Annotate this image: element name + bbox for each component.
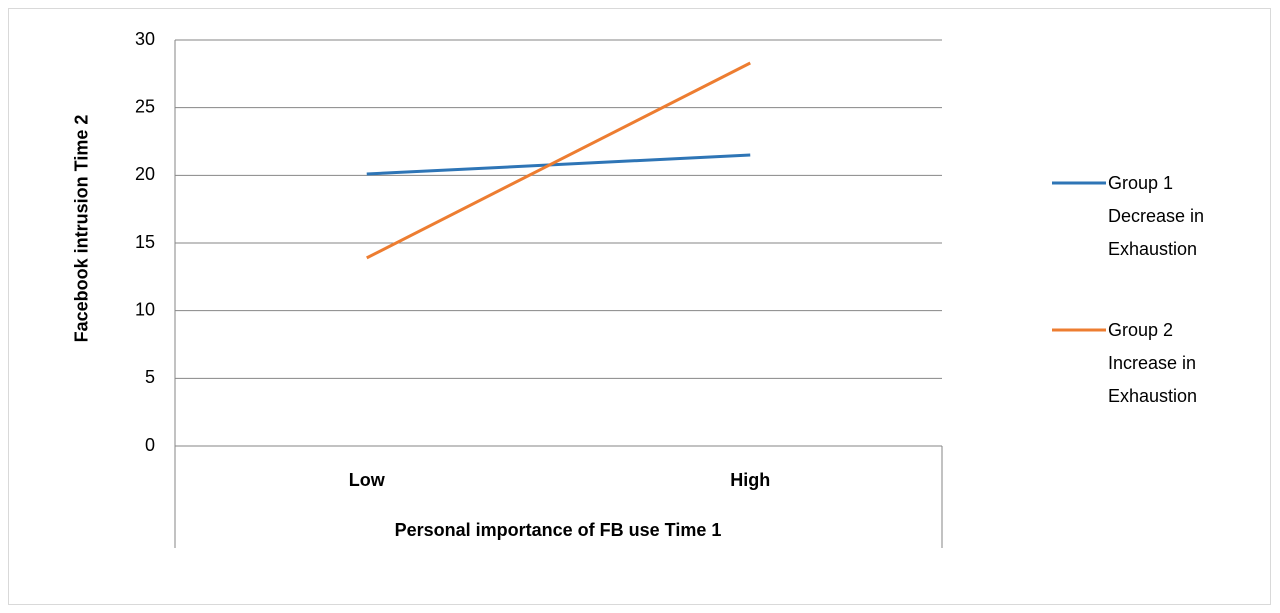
y-tick-label: 20 xyxy=(135,164,155,184)
y-axis-title: Facebook intrusion Time 2 xyxy=(71,114,92,343)
y-tick-label: 30 xyxy=(135,29,155,49)
y-tick-label: 5 xyxy=(145,367,155,387)
y-tick-label: 10 xyxy=(135,299,155,319)
x-tick-label: High xyxy=(730,470,770,490)
x-tick-label: Low xyxy=(349,470,386,490)
x-axis-title: Personal importance of FB use Time 1 xyxy=(395,520,722,540)
series-line xyxy=(366,61,751,260)
series-line xyxy=(366,153,751,176)
y-tick-label: 15 xyxy=(135,232,155,252)
legend-label: Group 2 Increase in Exhaustion xyxy=(1108,320,1198,406)
legend-label: Group 1 Decrease in Exhaustion xyxy=(1108,173,1205,259)
chart-border xyxy=(8,8,1271,605)
y-tick-label: 0 xyxy=(145,435,155,455)
y-tick-label: 25 xyxy=(135,96,155,116)
